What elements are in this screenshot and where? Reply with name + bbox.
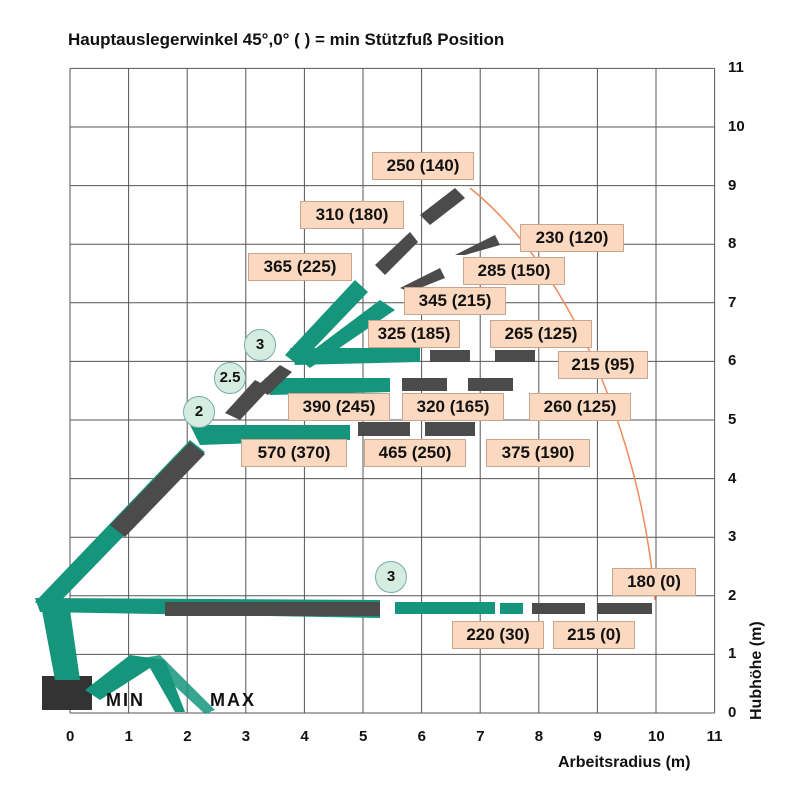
boom-section [165, 602, 380, 616]
chart-title: Hauptauslegerwinkel 45°,0° ( ) = min Stü… [68, 30, 505, 49]
x-tick-label: 8 [534, 728, 544, 745]
y-axis-label: Hubhöhe (m) [748, 621, 765, 720]
load-capacity-label: 320 (165) [402, 393, 504, 421]
y-tick-label: 7 [728, 293, 737, 311]
load-capacity-label: 310 (180) [300, 201, 404, 229]
x-tick-label: 5 [359, 728, 368, 745]
load-capacity-label: 265 (125) [490, 320, 592, 348]
jib-extension [375, 232, 418, 275]
jib-extension [400, 268, 445, 292]
load-capacity-label: 375 (190) [486, 439, 590, 467]
stage-marker: 2 [183, 396, 215, 428]
y-tick-label: 11 [728, 59, 744, 77]
jib-extension [420, 188, 465, 225]
jib-inclined [300, 300, 395, 368]
x-tick-label: 11 [706, 728, 723, 745]
jib-section [597, 603, 652, 614]
jib-section [402, 378, 447, 391]
x-tick-label: 6 [417, 728, 426, 745]
x-tick-label: 4 [300, 728, 309, 745]
y-tick-label: 5 [728, 411, 737, 428]
jib-section [425, 422, 475, 436]
x-tick-label: 0 [66, 728, 75, 745]
load-capacity-label: 215 (95) [558, 351, 648, 379]
crane-base [42, 676, 92, 710]
jib-inclined [285, 280, 368, 365]
y-tick-label: 9 [728, 176, 737, 194]
load-capacity-label: 365 (225) [248, 253, 352, 281]
x-tick-label: 7 [476, 728, 485, 745]
load-capacity-label: 180 (0) [612, 568, 696, 596]
jib-section [532, 603, 585, 614]
load-capacity-label: 390 (245) [288, 393, 390, 421]
x-tick-label: 1 [124, 728, 133, 745]
min-label: MIN [106, 690, 145, 710]
y-tick-label: 3 [728, 528, 737, 546]
load-capacity-label: 230 (120) [520, 224, 624, 252]
load-capacity-label: 570 (370) [241, 439, 347, 467]
crane-column [40, 600, 80, 680]
y-tick-label: 0 [728, 704, 737, 721]
y-tick-label: 2 [728, 586, 737, 604]
y-tick-label: 1 [728, 645, 737, 663]
load-capacity-label: 250 (140) [372, 152, 474, 180]
stage-marker: 3 [244, 329, 276, 361]
jib-extension [455, 235, 500, 255]
load-capacity-label: 465 (250) [364, 439, 466, 467]
x-tick-label: 10 [648, 728, 665, 745]
y-tick-label: 10 [728, 118, 745, 135]
load-capacity-label: 325 (185) [368, 320, 460, 348]
jib-section [430, 350, 470, 362]
outrigger-max [120, 655, 215, 714]
x-tick-label: 9 [593, 728, 602, 745]
load-capacity-label: 345 (215) [404, 287, 506, 315]
load-capacity-label: 215 (0) [553, 621, 635, 649]
x-axis-label: Arbeitsradius (m) [558, 754, 691, 771]
load-capacity-label: 220 (30) [452, 621, 544, 649]
stage-marker: 3 [375, 561, 407, 593]
x-tick-label: 3 [241, 728, 251, 745]
max-label: MAX [210, 690, 256, 710]
load-capacity-label: 285 (150) [463, 257, 565, 285]
jib-section [495, 350, 535, 362]
jib-level-2-5 [265, 378, 390, 395]
boom-section [110, 442, 205, 537]
y-tick-label: 4 [728, 469, 737, 487]
y-tick-label: 8 [728, 235, 737, 253]
jib-section [500, 603, 523, 614]
load-capacity-label: 260 (125) [529, 393, 631, 421]
jib-section [358, 422, 410, 436]
x-tick-label: 2 [183, 728, 192, 745]
y-tick-label: 6 [728, 352, 737, 370]
boom-section [255, 365, 292, 395]
jib-section [468, 378, 513, 391]
stage-marker: 2.5 [214, 362, 246, 394]
boom-extension [395, 602, 495, 614]
